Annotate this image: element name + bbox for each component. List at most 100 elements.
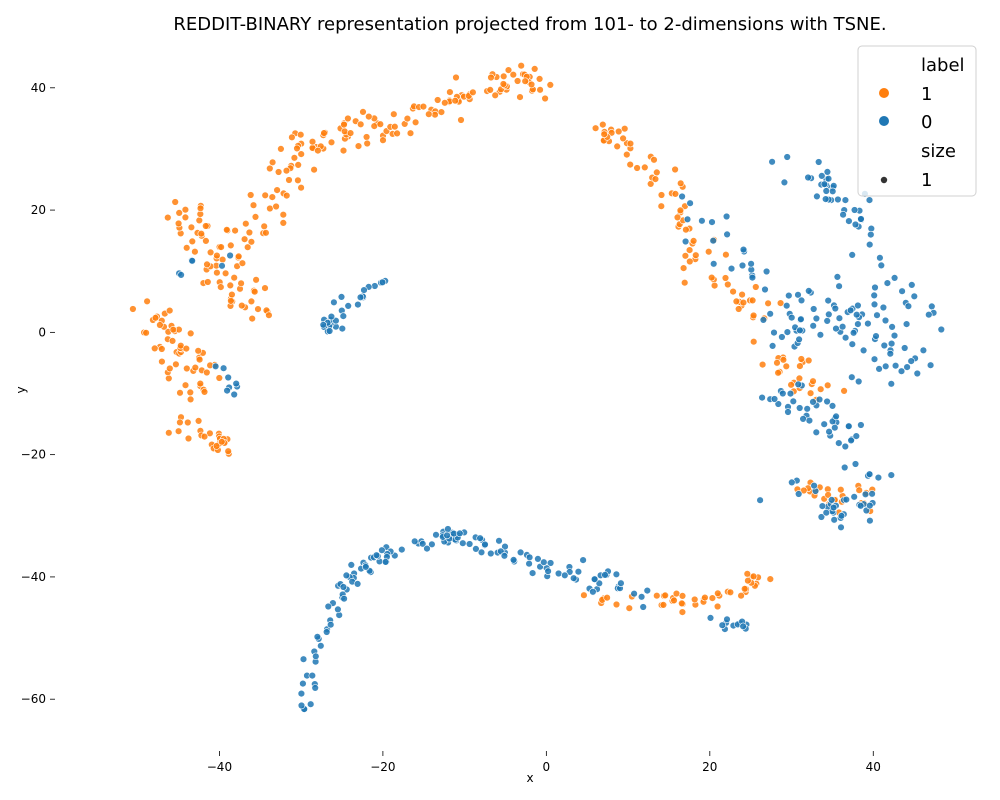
point-label-1: [486, 86, 494, 94]
point-label-1: [411, 118, 420, 127]
point-label-0: [846, 306, 855, 314]
point-label-0: [372, 551, 381, 559]
point-label-1: [599, 120, 607, 129]
point-label-1: [158, 357, 166, 366]
point-label-1: [670, 596, 678, 605]
point-label-1: [228, 290, 236, 299]
scatter-points: [129, 61, 945, 713]
point-label-1: [806, 389, 815, 397]
point-label-0: [903, 363, 911, 371]
point-label-1: [653, 168, 661, 177]
point-label-0: [313, 633, 322, 641]
point-label-1: [707, 273, 716, 282]
point-label-1: [357, 120, 365, 129]
point-label-1: [363, 139, 371, 148]
point-label-1: [186, 388, 195, 397]
point-label-1: [344, 114, 352, 123]
point-label-0: [805, 287, 813, 295]
point-label-0: [795, 404, 804, 412]
point-label-1: [619, 134, 627, 143]
point-label-0: [232, 379, 240, 388]
point-label-0: [774, 400, 782, 408]
legend-size-marker: [880, 176, 888, 184]
chart-title: REDDIT-BINARY representation projected f…: [173, 14, 886, 35]
point-label-1: [252, 276, 260, 284]
point-label-0: [481, 540, 489, 549]
point-label-1: [206, 429, 214, 437]
point-label-1: [196, 379, 205, 388]
point-label-1: [425, 110, 433, 118]
point-label-0: [561, 571, 569, 579]
point-label-0: [815, 395, 824, 404]
point-label-0: [881, 362, 890, 370]
point-label-0: [338, 324, 346, 333]
point-label-0: [443, 531, 451, 540]
point-label-1: [708, 594, 717, 602]
point-label-0: [865, 240, 874, 249]
point-label-0: [877, 261, 885, 270]
point-label-1: [823, 381, 832, 389]
point-label-0: [718, 621, 726, 629]
point-label-1: [200, 432, 209, 441]
point-label-1: [247, 297, 256, 306]
point-label-1: [245, 228, 254, 237]
point-label-0: [859, 346, 868, 355]
point-label-0: [870, 291, 878, 300]
point-label-0: [683, 215, 692, 224]
point-label-0: [817, 513, 826, 521]
point-label-0: [778, 333, 786, 341]
point-label-1: [196, 204, 205, 213]
point-label-1: [650, 156, 658, 164]
point-label-1: [434, 96, 442, 104]
point-label-0: [362, 563, 370, 571]
y-tick-label: −60: [21, 692, 46, 706]
point-label-0: [812, 428, 820, 436]
point-label-0: [926, 361, 935, 369]
point-label-0: [748, 273, 757, 282]
point-label-1: [824, 491, 832, 499]
point-label-0: [311, 684, 319, 692]
point-label-0: [841, 196, 850, 204]
point-label-0: [706, 614, 715, 622]
point-label-1: [620, 124, 629, 133]
point-label-0: [868, 490, 876, 498]
point-label-0: [347, 561, 355, 569]
point-label-1: [855, 486, 863, 494]
point-label-0: [758, 393, 766, 402]
point-label-0: [544, 567, 552, 575]
point-label-0: [887, 339, 896, 348]
point-label-1: [676, 206, 685, 215]
point-label-0: [796, 326, 804, 334]
point-label-1: [297, 150, 305, 158]
point-label-1: [171, 198, 179, 206]
point-label-1: [391, 122, 399, 131]
point-label-0: [850, 206, 859, 214]
point-label-1: [500, 72, 508, 81]
point-label-1: [174, 219, 183, 228]
point-label-1: [362, 133, 371, 141]
point-label-1: [165, 374, 173, 383]
point-label-1: [431, 110, 439, 119]
point-label-0: [907, 357, 915, 365]
point-label-1: [206, 248, 215, 257]
point-label-1: [766, 575, 774, 583]
point-label-0: [835, 439, 843, 447]
point-label-0: [617, 579, 625, 587]
point-label-1: [764, 299, 772, 307]
point-label-1: [226, 281, 235, 290]
point-label-0: [857, 215, 865, 223]
point-label-1: [293, 144, 301, 153]
point-label-1: [521, 77, 529, 85]
point-label-0: [824, 296, 832, 305]
point-label-0: [218, 262, 226, 270]
point-label-1: [591, 124, 600, 132]
point-label-1: [268, 193, 276, 201]
point-label-0: [766, 310, 774, 318]
point-label-0: [219, 364, 228, 372]
point-label-0: [866, 501, 874, 510]
point-label-0: [838, 323, 847, 331]
point-label-1: [129, 305, 137, 313]
point-label-0: [937, 325, 945, 334]
point-label-1: [517, 61, 525, 70]
point-label-0: [589, 588, 597, 596]
